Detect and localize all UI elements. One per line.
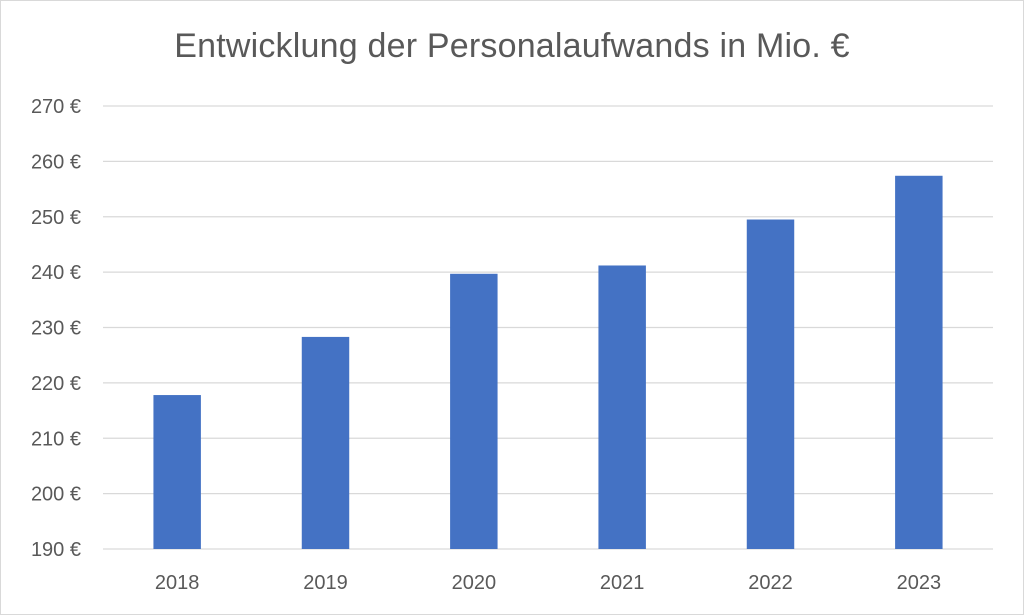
x-category-label-2019: 2019 (303, 572, 348, 594)
bar-2023 (895, 175, 943, 549)
y-tick-label: 220 € (31, 373, 81, 395)
x-category-label-2022: 2022 (748, 572, 793, 594)
bar-2018 (153, 395, 201, 549)
gridlines (103, 105, 993, 550)
y-tick-label: 210 € (31, 428, 81, 450)
y-tick-label: 200 € (31, 484, 81, 506)
bar-2019 (301, 336, 350, 549)
bar-2021 (598, 265, 646, 549)
y-tick-label: 240 € (31, 262, 81, 284)
y-axis-tick-labels: 190 € 200 € 210 € 220 € 230 € 240 € 250 € 260 €… (31, 96, 81, 561)
bars (153, 175, 943, 550)
x-category-label-2023: 2023 (897, 572, 942, 594)
x-category-label-2020: 2020 (452, 572, 497, 594)
y-tick-label: 190 € (31, 539, 81, 561)
y-tick-label: 270 € (31, 96, 81, 118)
bar-2022 (746, 219, 795, 550)
x-category-label-2018: 2018 (155, 572, 200, 594)
chart-title: Entwicklung der Personalaufwands in Mio.… (174, 27, 850, 65)
y-tick-label: 260 € (31, 151, 81, 173)
x-axis-category-labels: 2018 2019 2020 2021 2022 2023 (155, 572, 941, 594)
bar-2020 (450, 273, 498, 549)
x-category-label-2021: 2021 (600, 572, 645, 594)
y-tick-label: 250 € (31, 207, 81, 229)
y-tick-label: 230 € (31, 318, 81, 340)
